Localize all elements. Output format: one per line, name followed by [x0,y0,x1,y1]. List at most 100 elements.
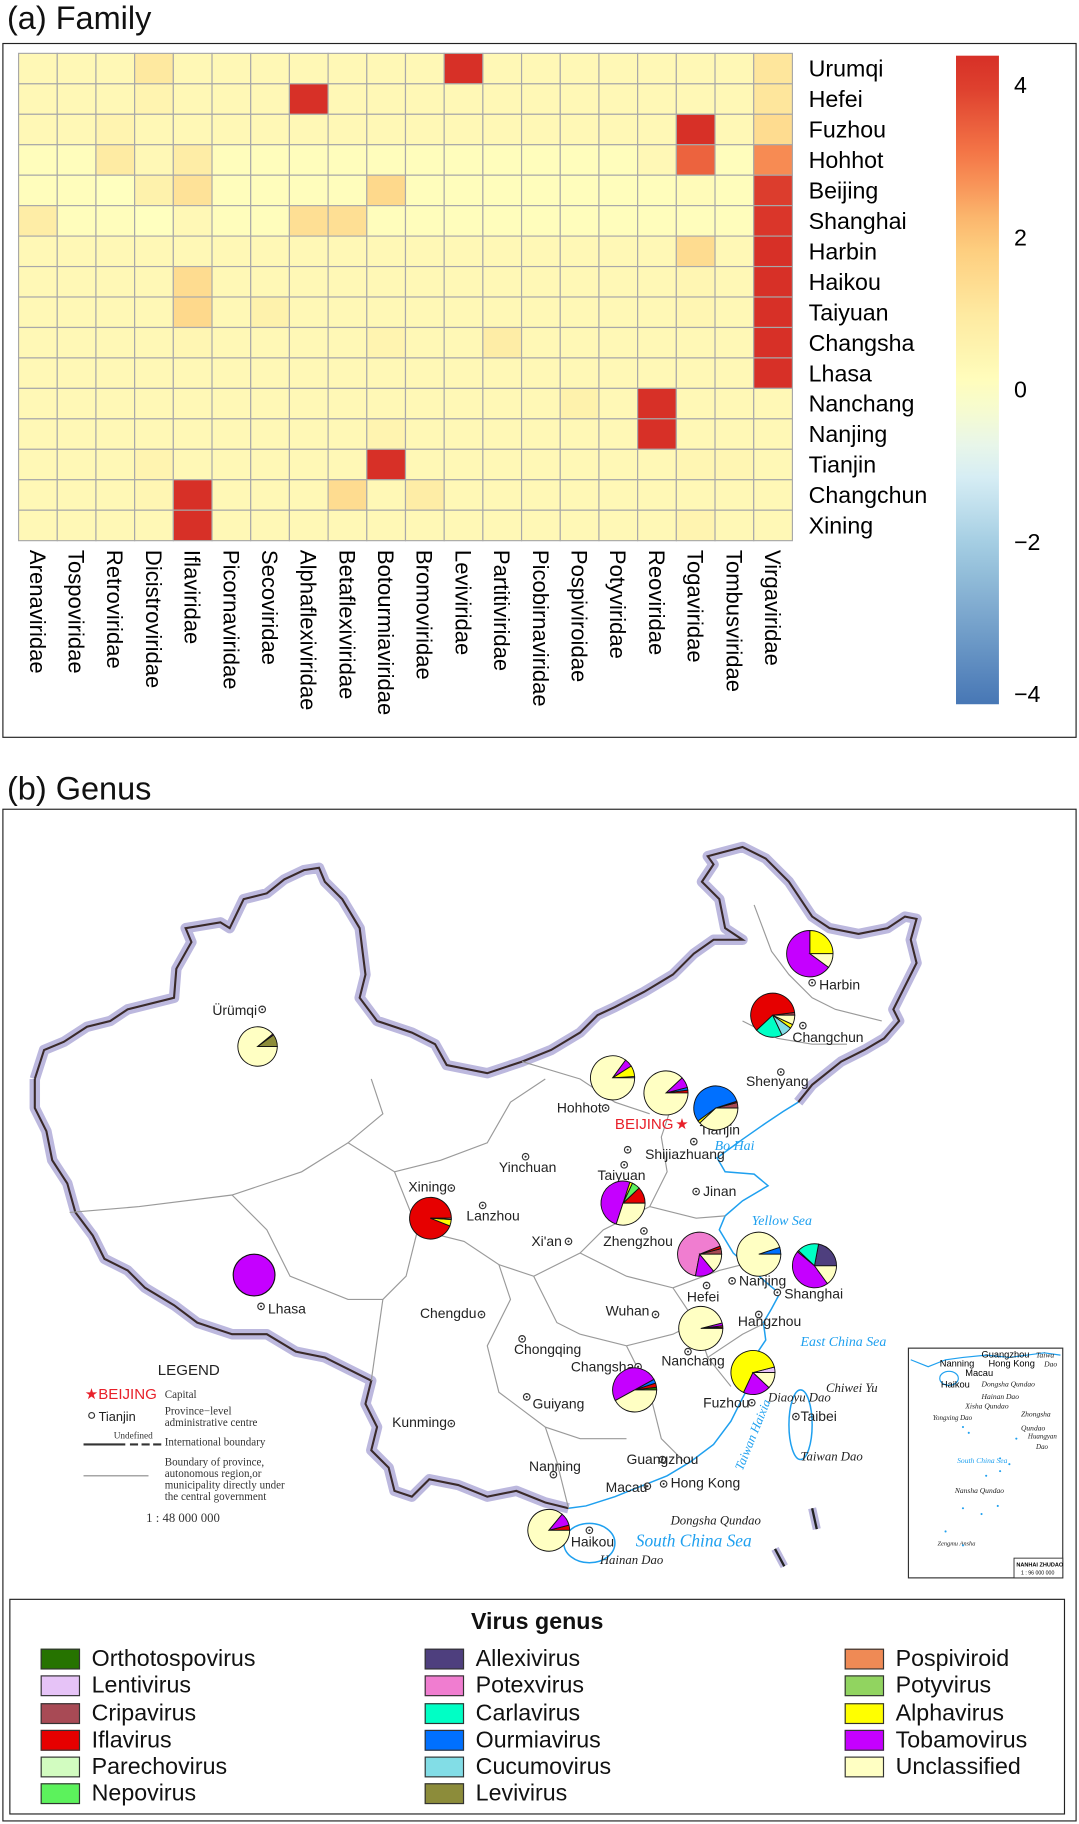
heatmap-cell [598,83,639,115]
city-marker-dot [481,1204,484,1207]
pie-slice [736,1231,782,1277]
legend-centre-sample: Tianjin [99,1409,136,1424]
row-label: Hefei [809,86,863,112]
panel-a-title: (a) Family [6,0,152,36]
map-scale: 1 : 48 000 000 [146,1511,220,1525]
heatmap-cell [172,52,213,85]
city-label: Taibei [801,1408,837,1424]
heatmap-cell [443,326,484,359]
heatmap-cell [211,265,252,298]
legend-label: Levivirus [475,1780,568,1806]
heatmap-cell [17,265,58,298]
heatmap-cell [134,448,174,481]
heatmap-cell [404,205,445,237]
city-label: Taiyuan [598,1167,646,1183]
legend-swatch [40,1703,81,1725]
column-label: Tombusviridae [721,550,746,692]
legend-item-lentivirus: Lentivirus [40,1672,191,1699]
capital-label: BEIJING [615,1116,674,1133]
inset-label: Macau [965,1368,993,1378]
heatmap-cell [56,448,97,481]
pie-slice [751,1372,776,1389]
city-label: Lanzhou [466,1208,519,1224]
city-marker-dot [731,1279,734,1282]
heatmap-cell [753,144,793,176]
heatmap-cell [753,113,793,146]
heatmap-cell [598,144,639,176]
heatmap-cell [520,144,561,176]
city-label: Lhasa [268,1300,306,1316]
heatmap-cell [172,357,213,389]
legend-swatch [40,1756,81,1778]
city-marker-dot [637,1365,640,1368]
inset-label: Qundao [1021,1424,1046,1433]
heatmap-cell [134,205,174,237]
city-label: Shenyang [746,1073,809,1089]
heatmap-cell [714,509,755,542]
city-label: Kunming [392,1414,447,1430]
colorbar-tick-label: 0 [1014,377,1027,403]
city-marker-dot [662,1482,665,1485]
pie-slice [813,1265,837,1285]
heatmap-frame [2,42,1077,738]
legend-item-cripavirus: Cripavirus [40,1700,197,1727]
international-boundary [33,845,918,1103]
heatmap-cell [753,387,793,420]
heatmap-cell [17,83,58,115]
sea-label: East China Sea [800,1335,887,1350]
heatmap-cell [404,387,445,420]
heatmap-cell [753,448,793,481]
column-label: Togaviridae [683,550,708,663]
map-legend-title: LEGEND [158,1362,220,1379]
heatmap-cell [482,509,523,542]
heatmap-cell [559,113,600,146]
legend-item-ourmiavirus: Ourmiavirus [424,1727,601,1754]
column-label: Iflaviridae [180,550,205,644]
heatmap-cell [211,387,252,420]
heatmap-cell [95,144,136,176]
pie-slice [699,1107,739,1131]
legend-label: Potexvirus [475,1672,585,1698]
city-marker-dot [811,981,814,984]
city-label: Ürümqi [212,1001,257,1018]
legend-label: Carlavirus [475,1700,581,1726]
heatmap-cell [753,357,793,389]
row-label: Xining [809,513,873,539]
legend-label: Tobamovirus [895,1726,1028,1753]
heatmap-cell [559,326,600,359]
row-label: Changsha [809,330,915,356]
heatmap-cell [366,326,407,359]
heatmap-cell [404,509,445,542]
column-label: Potyviridae [605,550,630,659]
heatmap-cell [753,296,793,329]
pie-lhasa [232,1253,276,1297]
pie-slice [808,953,834,968]
heatmap-cell [327,509,368,542]
heatmap-cell [598,174,639,207]
legend-item-tobamovirus: Tobamovirus [844,1726,1028,1754]
city-label: Harbin [819,977,860,993]
heatmap-cell [675,509,716,542]
legend-label: Pospiviroid [895,1645,1010,1672]
heatmap-cell [637,418,677,450]
heatmap-cell [443,296,484,329]
heatmap-cell [404,357,445,389]
sea-label: Bo Hai [715,1139,755,1154]
heatmap-cell [250,52,290,85]
inset-label: Haikou [941,1380,970,1390]
heatmap-cell [250,296,290,329]
column-label: Virgaviridae [760,550,785,666]
province-boundary [347,1142,419,1381]
pie-urumqi [237,1026,278,1067]
heatmap-cell [598,326,639,359]
column-label: Retroviridae [102,550,127,669]
heatmap-cell [559,479,600,511]
nanhai-inset [907,1347,1064,1579]
city-marker-dot [450,1187,453,1190]
province-boundary [707,1322,766,1358]
heatmap-cell [520,509,561,542]
island-label: Diaoyu Dao [767,1391,831,1405]
heatmap-cell [714,265,755,298]
